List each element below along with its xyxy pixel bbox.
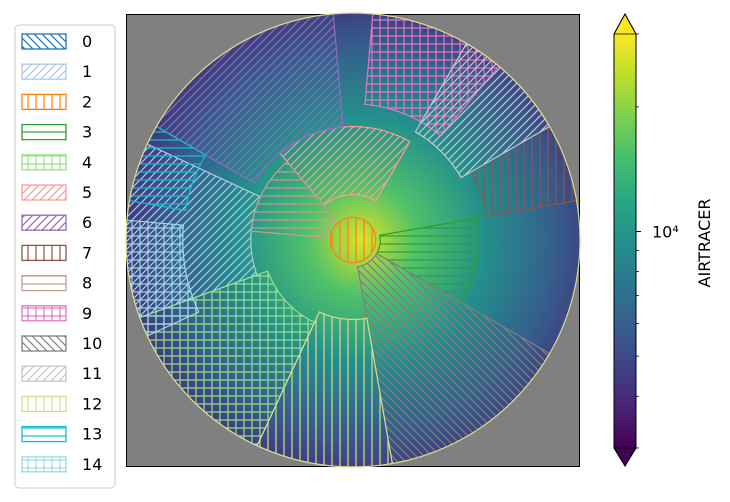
legend-label: 6 <box>82 213 92 232</box>
legend-entry: 14 <box>21 455 102 474</box>
legend-entry: 3 <box>21 123 92 142</box>
legend-label: 9 <box>82 304 92 323</box>
region-3 <box>375 217 479 304</box>
legend-swatch <box>21 305 67 322</box>
legend-label: 1 <box>82 62 92 81</box>
legend-label: 0 <box>82 32 92 51</box>
legend-swatch <box>21 123 67 141</box>
legend-label: 3 <box>82 123 92 142</box>
legend-entry: 12 <box>21 394 102 413</box>
legend-label: 7 <box>82 243 92 262</box>
legend-swatch <box>21 365 67 382</box>
legend-swatch <box>21 456 67 473</box>
legend-entry: 10 <box>21 334 102 353</box>
legend-swatch <box>21 244 67 262</box>
colorbar-extend-max <box>613 13 637 35</box>
legend-swatch <box>21 335 67 352</box>
polar-map <box>125 12 581 468</box>
legend-swatch <box>21 33 67 50</box>
legend-entry: 4 <box>21 153 92 172</box>
legend-label: 8 <box>82 274 92 293</box>
legend-entry: 2 <box>21 92 92 111</box>
legend-entry: 6 <box>21 213 92 232</box>
legend-label: 13 <box>82 425 102 444</box>
legend-swatch <box>21 184 67 201</box>
map-boundary <box>125 12 581 468</box>
legend-label: 12 <box>82 394 102 413</box>
colorbar-tick-label: 10⁴ <box>652 223 679 242</box>
colorbar: AIRTRACER 10⁴ <box>613 12 714 467</box>
legend-swatch <box>21 395 67 413</box>
legend-label: 5 <box>82 183 92 202</box>
colorbar-extend-min <box>613 447 637 467</box>
legend-entry: 13 <box>21 425 102 444</box>
legend-swatch <box>21 425 67 443</box>
colorbar-body <box>614 34 636 448</box>
region-8 <box>250 160 337 239</box>
colorbar-label: AIRTRACER <box>695 199 714 288</box>
legend-swatch <box>21 214 67 231</box>
legend-entry: 0 <box>21 32 92 51</box>
legend-entry: 1 <box>21 62 92 81</box>
legend-entry: 9 <box>21 304 92 323</box>
region-2 <box>329 216 377 264</box>
legend-label: 11 <box>82 364 102 383</box>
region-overlays <box>126 13 578 467</box>
legend-swatch <box>21 93 67 111</box>
legend-swatch <box>21 154 67 171</box>
legend-entry: 7 <box>21 243 92 262</box>
legend-label: 10 <box>82 334 102 353</box>
legend-label: 2 <box>82 92 92 111</box>
legend-label: 14 <box>82 455 102 474</box>
legend-entry: 11 <box>21 364 102 383</box>
legend-label: 4 <box>82 153 92 172</box>
legend-swatch <box>21 63 67 80</box>
legend-swatch <box>21 274 67 292</box>
legend-entry: 5 <box>21 183 92 202</box>
legend-entry: 8 <box>21 274 92 293</box>
